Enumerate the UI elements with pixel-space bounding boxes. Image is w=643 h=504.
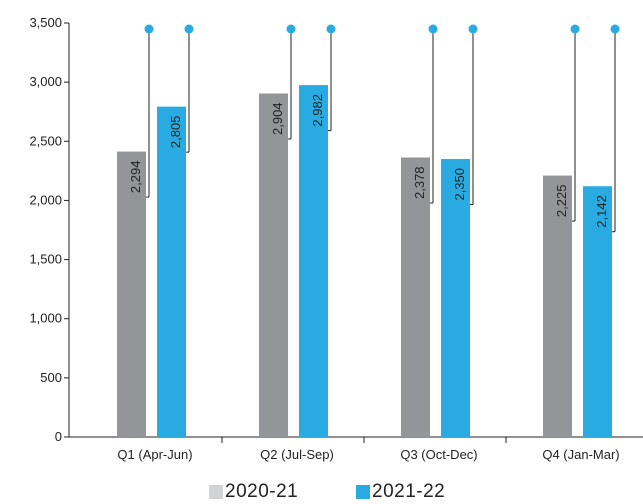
- y-tick-label: 0: [55, 429, 62, 444]
- legend-swatch-2020-21: [209, 485, 223, 499]
- category-label: Q4 (Jan-Mar): [542, 447, 619, 462]
- category-label: Q1 (Apr-Jun): [117, 447, 192, 462]
- legend-swatch-2021-22: [356, 485, 370, 499]
- callout-dot: [610, 24, 620, 34]
- callout-dot: [428, 24, 438, 34]
- data-label: 2,142: [594, 195, 609, 228]
- bar-2020-21-2: [259, 93, 288, 437]
- data-label: 2,294: [128, 161, 143, 194]
- data-label: 2,350: [452, 168, 467, 201]
- legend-item-2020-21: 2020-21: [209, 480, 298, 504]
- y-tick-label: 3,500: [29, 15, 62, 30]
- callout-dot: [144, 24, 154, 34]
- bar-2021-22-4: [583, 186, 612, 437]
- callout-dot: [326, 24, 336, 34]
- y-tick-label: 2,500: [29, 133, 62, 148]
- bar-2020-21-4: [543, 175, 572, 438]
- legend-label-2021-22: 2021-22: [372, 481, 446, 502]
- legend-item-2021-22: 2021-22: [356, 480, 445, 504]
- category-label: Q3 (Oct-Dec): [400, 447, 477, 462]
- y-tick-label: 1,500: [29, 252, 62, 267]
- bar-chart: 0 500 1,000 1,500 2,000 2,500 3,000 3,500 2,294 2…: [29, 15, 643, 462]
- bar-2021-22-3: [441, 159, 470, 437]
- callout-dot: [570, 24, 580, 34]
- y-tick-label: 1,000: [29, 311, 62, 326]
- bar-2020-21-3: [401, 157, 430, 438]
- data-label: 2,982: [310, 94, 325, 127]
- y-tick-label: 500: [40, 370, 62, 385]
- legend-label-2020-21: 2020-21: [225, 481, 299, 502]
- data-label: 2,805: [168, 116, 183, 149]
- y-tick-label: 3,000: [29, 74, 62, 89]
- callout-dot: [286, 24, 296, 34]
- legend: 2020-21 2021-22: [0, 480, 643, 504]
- data-label: 2,904: [270, 102, 285, 135]
- category-label: Q2 (Jul-Sep): [260, 447, 334, 462]
- bar-2020-21-1: [117, 151, 146, 437]
- bar-2021-22-1: [157, 106, 186, 438]
- callout-dot: [468, 24, 478, 34]
- callout-dot: [184, 24, 194, 34]
- bar-2021-22-2: [299, 85, 328, 437]
- data-label: 2,225: [554, 185, 569, 218]
- y-tick-label: 2,000: [29, 192, 62, 207]
- data-label: 2,378: [412, 166, 427, 199]
